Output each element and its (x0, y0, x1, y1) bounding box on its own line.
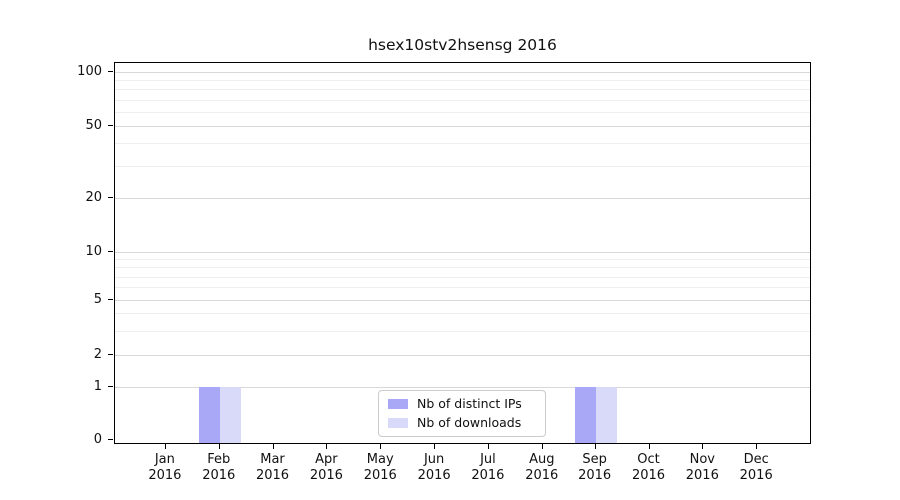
y-tick-label-20: 20 (85, 190, 102, 206)
x-tick-label-8: Sep 2016 (578, 452, 612, 483)
y-axis: 0 1 2 5 10 20 50 100 (0, 62, 114, 447)
bar-distinct-ips-sep (574, 387, 596, 443)
major-gridline-5 (115, 299, 810, 301)
x-tick-label-2: Mar 2016 (255, 452, 290, 483)
x-tick-mark-2 (272, 444, 274, 449)
bar-downloads-feb (219, 387, 241, 443)
x-tick-mark-4 (380, 444, 382, 449)
minor-gridline (115, 143, 810, 145)
major-gridline-50 (115, 125, 810, 127)
minor-gridline (115, 287, 810, 289)
x-tick-mark-11 (756, 444, 758, 449)
x-tick-mark-1 (218, 444, 220, 449)
plot-area: Nb of distinct IPs Nb of downloads (114, 62, 811, 444)
bar-distinct-ips-feb (198, 387, 220, 443)
minor-gridline (115, 80, 810, 82)
y-tick-mark-5 (108, 298, 113, 300)
minor-gridline (115, 313, 810, 315)
x-tick-label-11: Dec 2016 (739, 452, 773, 483)
minor-gridline (115, 276, 810, 278)
legend-swatch-distinct-ips (388, 399, 408, 409)
major-gridline-100 (115, 71, 810, 73)
x-tick-label-4: May 2016 (363, 452, 397, 483)
bar-downloads-sep (595, 387, 617, 443)
x-tick-mark-5 (434, 444, 436, 449)
x-axis: Jan 2016 Feb 2016 Mar 2016 Apr 2016 May 2016 Jun 20… (114, 444, 811, 496)
x-tick-mark-7 (541, 444, 543, 449)
major-gridline-2 (115, 355, 810, 357)
x-tick-label-7: Aug 2016 (525, 452, 559, 483)
y-tick-mark-10 (108, 251, 113, 252)
y-tick-mark-100 (108, 70, 113, 72)
y-tick-label-0: 0 (93, 431, 102, 447)
y-tick-label-2: 2 (93, 347, 102, 363)
major-gridline-20 (115, 198, 810, 200)
x-tick-label-1: Feb 2016 (202, 452, 236, 483)
x-tick-mark-8 (594, 444, 596, 449)
y-tick-label-5: 5 (93, 291, 102, 307)
y-tick-label-100: 100 (77, 63, 102, 79)
y-tick-label-1: 1 (93, 379, 102, 395)
minor-gridline (115, 166, 810, 168)
legend-label-distinct-ips: Nb of distinct IPs (417, 396, 522, 411)
legend: Nb of distinct IPs Nb of downloads (378, 390, 546, 437)
y-tick-label-50: 50 (85, 117, 102, 133)
x-tick-mark-10 (702, 444, 704, 449)
x-tick-label-10: Nov 2016 (685, 452, 719, 483)
minor-gridline (115, 267, 810, 269)
x-tick-label-0: Jan 2016 (148, 452, 182, 483)
x-tick-mark-3 (326, 444, 328, 449)
y-tick-mark-0 (108, 438, 113, 440)
y-tick-mark-20 (108, 197, 113, 199)
y-tick-mark-50 (108, 124, 113, 126)
x-tick-label-6: Jul 2016 (471, 452, 505, 483)
legend-swatch-downloads (388, 418, 408, 428)
y-tick-mark-2 (108, 354, 113, 356)
legend-label-downloads: Nb of downloads (417, 415, 522, 430)
x-tick-label-9: Oct 2016 (631, 452, 666, 483)
minor-gridline (115, 259, 810, 261)
legend-item-downloads: Nb of downloads (388, 416, 536, 430)
x-tick-label-5: Jun 2016 (417, 452, 451, 483)
y-tick-label-10: 10 (85, 244, 102, 259)
chart-title: hsex10stv2hsensg 2016 (368, 36, 557, 54)
minor-gridline (115, 89, 810, 91)
y-tick-mark-1 (108, 386, 113, 388)
major-gridline-10 (115, 252, 810, 253)
legend-item-distinct-ips: Nb of distinct IPs (388, 397, 536, 411)
major-gridline-1 (115, 387, 810, 389)
minor-gridline (115, 330, 810, 332)
minor-gridline (115, 99, 810, 101)
x-tick-label-3: Apr 2016 (309, 452, 343, 483)
x-tick-mark-6 (487, 444, 489, 449)
minor-gridline (115, 111, 810, 113)
x-tick-mark-0 (164, 444, 166, 449)
x-tick-mark-9 (648, 444, 650, 449)
